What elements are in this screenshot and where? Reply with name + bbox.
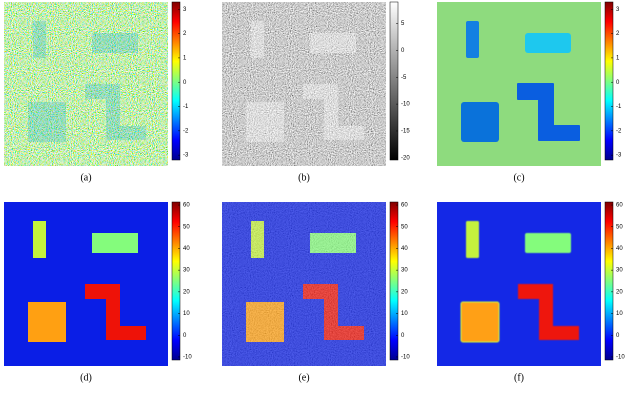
panel-caption: (f) <box>514 372 524 383</box>
colorbar-tick-label: 3 <box>183 7 187 13</box>
colorbar-tick-label: 20 <box>401 289 408 295</box>
colorbar <box>389 1 399 161</box>
panel-caption: (b) <box>298 172 310 183</box>
colorbar <box>171 1 181 161</box>
colorbar-tick-label: 30 <box>616 268 623 274</box>
colorbar-tick-label: -2 <box>616 128 622 134</box>
colorbar <box>604 201 614 361</box>
colorbar-tick-label: 0 <box>183 80 187 86</box>
colorbar-tick-label: 10 <box>183 311 190 317</box>
colorbar-tick-label: 1 <box>183 55 187 61</box>
colorbar-tick-label: -1 <box>616 104 622 110</box>
image-a <box>4 2 168 166</box>
colorbar-tick-label: -2 <box>183 128 189 134</box>
colorbar-tick-label: 30 <box>183 268 190 274</box>
image-f <box>437 202 601 366</box>
colorbar-tick-label: -5 <box>401 75 407 81</box>
colorbar-tick-label: 10 <box>616 311 623 317</box>
colorbar-tick-label: -20 <box>401 155 410 161</box>
colorbar-tick-label: -3 <box>616 153 622 159</box>
colorbar-tick-label: 0 <box>401 48 405 54</box>
colorbar-tick-label: 2 <box>183 31 187 37</box>
colorbar-tick-label: 0 <box>401 333 405 339</box>
panel-caption: (c) <box>513 172 524 183</box>
panel-caption: (d) <box>80 372 92 383</box>
colorbar-tick-label: 0 <box>616 333 620 339</box>
colorbar-tick-label: -15 <box>401 129 410 135</box>
image-e <box>222 202 386 366</box>
image-b <box>222 2 386 166</box>
colorbar-tick-label: 60 <box>401 203 408 209</box>
colorbar-tick-label: 20 <box>616 289 623 295</box>
colorbar-tick-label: 30 <box>401 268 408 274</box>
colorbar-tick-label: -3 <box>183 153 189 159</box>
colorbar-tick-label: 50 <box>401 224 408 230</box>
colorbar-tick-label: 2 <box>616 31 620 37</box>
colorbar-tick-label: 5 <box>401 21 405 27</box>
colorbar-tick-label: -10 <box>183 355 192 361</box>
colorbar-tick-label: 40 <box>616 246 623 252</box>
colorbar-tick-label: 40 <box>401 246 408 252</box>
colorbar-tick-label: 3 <box>616 7 620 13</box>
colorbar-tick-label: 60 <box>616 203 623 209</box>
panel-caption: (e) <box>298 372 309 383</box>
panel-caption: (a) <box>80 172 91 183</box>
colorbar-tick-label: 40 <box>183 246 190 252</box>
colorbar-tick-label: 60 <box>183 203 190 209</box>
colorbar-tick-label: 50 <box>616 224 623 230</box>
colorbar-tick-label: -10 <box>401 102 410 108</box>
colorbar-tick-label: -10 <box>616 355 625 361</box>
colorbar-tick-label: 0 <box>183 333 187 339</box>
colorbar-tick-label: 20 <box>183 289 190 295</box>
image-c <box>437 2 601 166</box>
colorbar-tick-label: 50 <box>183 224 190 230</box>
colorbar-tick-label: -1 <box>183 104 189 110</box>
colorbar-tick-label: 10 <box>401 311 408 317</box>
colorbar <box>171 201 181 361</box>
colorbar-tick-label: 1 <box>616 55 620 61</box>
colorbar-tick-label: 0 <box>616 80 620 86</box>
colorbar <box>389 201 399 361</box>
image-d <box>4 202 168 366</box>
colorbar <box>604 1 614 161</box>
colorbar-tick-label: -10 <box>401 355 410 361</box>
